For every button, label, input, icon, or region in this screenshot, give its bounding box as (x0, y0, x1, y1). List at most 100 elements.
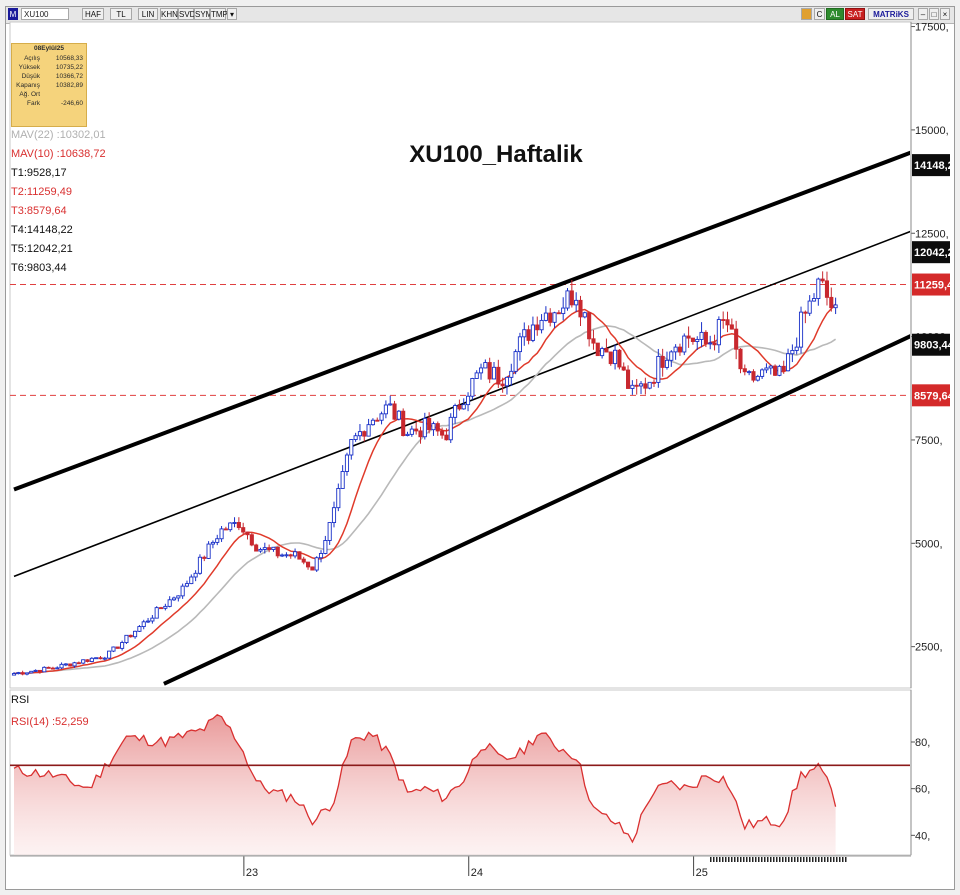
x-axis-marker (740, 857, 742, 862)
price-tick-label: 7500, (915, 435, 943, 447)
price-plot-frame (9, 21, 912, 689)
candle-body (738, 348, 743, 370)
candle-body (171, 597, 177, 601)
price-panel (9, 21, 912, 689)
price-tick-label: 5000, (915, 538, 943, 550)
candle-body (197, 556, 202, 574)
candle-body (742, 368, 747, 373)
candle-body (236, 522, 241, 529)
candle-body (478, 367, 484, 374)
c-button[interactable]: C (814, 8, 825, 20)
candle-body (578, 299, 583, 318)
m-button[interactable]: M (8, 8, 18, 20)
candle-body (262, 547, 267, 550)
candle-body (215, 538, 220, 543)
candle-body (431, 423, 436, 431)
candle-body (435, 423, 440, 432)
x-axis-marker (767, 857, 769, 862)
info-row-change: Fark -246,60 (12, 99, 86, 108)
price-tick-label: 12500, (915, 228, 949, 240)
candle-body (63, 663, 68, 666)
svd-button[interactable]: SVD (178, 8, 196, 20)
candle-body (150, 617, 155, 622)
x-axis-marker (743, 857, 745, 862)
x-axis-marker (773, 857, 775, 862)
symbol-field[interactable]: XU100 (21, 8, 69, 20)
candle-body (210, 541, 215, 545)
candle-body (375, 419, 380, 422)
candle-body (448, 416, 453, 441)
lin-button[interactable]: LIN (138, 8, 158, 20)
candle-body (833, 304, 838, 309)
channel-line (13, 150, 910, 492)
info-label: Fark (27, 100, 40, 107)
x-axis-marker (812, 857, 814, 862)
price-level-tag-text: 12042,2 (914, 247, 954, 259)
candle-body (526, 329, 531, 341)
price-tick-label: 2500, (915, 642, 943, 654)
candle-body (595, 342, 600, 357)
mav10-label: MAV(10) :10638,72 (11, 148, 106, 160)
candle-body (189, 576, 194, 585)
candle-body (297, 551, 302, 560)
candle-body (115, 646, 120, 649)
rsi-layer (10, 714, 910, 855)
haf-button[interactable]: HAF (82, 8, 104, 20)
candle-body (370, 419, 375, 426)
candle-body (483, 362, 488, 369)
matriks-button[interactable]: MATRiKS (868, 8, 914, 20)
sym-button[interactable]: SYM (194, 8, 213, 20)
x-axis-marker (737, 857, 739, 862)
candle-body (790, 349, 795, 355)
tmp-button[interactable]: TMP (210, 8, 228, 20)
khn-button[interactable]: KHN (160, 8, 178, 20)
dropdown-arrow-icon[interactable]: ▾ (227, 8, 237, 20)
candle-body (379, 413, 384, 421)
candle-body (729, 324, 734, 330)
x-axis-marker (731, 857, 733, 862)
candle-body (133, 630, 138, 638)
candle-body (46, 666, 51, 669)
chart-title: XU100_Haftalik (409, 141, 583, 168)
candle-body (284, 554, 289, 557)
tl-button[interactable]: TL (110, 8, 132, 20)
price-level-tag (912, 273, 950, 296)
minimize-icon[interactable]: – (918, 8, 928, 20)
x-axis-marker (728, 857, 730, 862)
candle-body (336, 488, 341, 509)
candle-body (94, 657, 99, 660)
level-t5: T5:12042,21 (11, 243, 73, 255)
candle-body (712, 342, 717, 346)
x-axis-marker (752, 857, 754, 862)
candle-body (643, 383, 648, 389)
candle-body (167, 599, 172, 607)
candle-body (824, 280, 830, 298)
candle-body (344, 454, 350, 472)
info-row-weighted-avg: Ağ. Ort (12, 90, 86, 99)
candle-body (695, 338, 700, 342)
price-layer (10, 150, 910, 686)
al-button[interactable]: AL (826, 8, 844, 20)
candle-body (193, 572, 198, 578)
mav22-label: MAV(22) :10302,01 (11, 129, 106, 141)
candle-body (786, 353, 791, 372)
candle-body (76, 662, 81, 665)
candle-body (798, 311, 804, 348)
candle-body (617, 349, 622, 368)
candle-body (453, 405, 458, 418)
close-icon[interactable]: × (940, 8, 950, 20)
candle-body (613, 349, 618, 365)
x-axis-marker (827, 857, 829, 862)
x-axis-marker (791, 857, 793, 862)
candle-body (751, 371, 756, 381)
candle-body (556, 312, 561, 315)
candle-body (327, 522, 332, 541)
x-axis-marker (842, 857, 844, 862)
sat-button[interactable]: SAT (845, 8, 865, 20)
candle-body (158, 607, 164, 610)
maximize-icon[interactable]: □ (929, 8, 939, 20)
price-level-tag-text: 8579,64 (914, 390, 955, 402)
candle-body (474, 372, 479, 379)
color-picker-icon[interactable] (801, 8, 812, 20)
